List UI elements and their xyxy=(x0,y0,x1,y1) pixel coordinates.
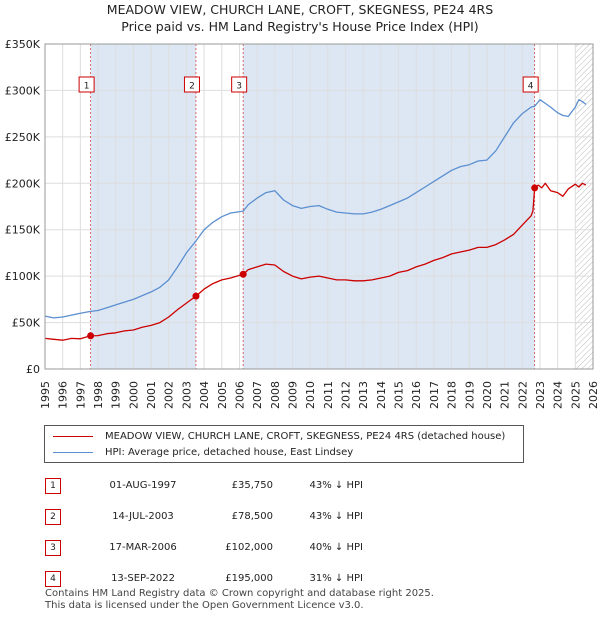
y-tick-label: £300K xyxy=(5,84,41,97)
sale-marker-label: 1 xyxy=(84,82,90,92)
table-row: 3 17-MAR-2006 £102,000 40% ↓ HPI xyxy=(40,532,363,563)
x-tick-label: 2024 xyxy=(552,381,565,409)
x-tick-label: 2002 xyxy=(163,381,176,409)
y-tick-label: £150K xyxy=(5,224,41,237)
legend-item-blue: HPI: Average price, detached house, East… xyxy=(53,444,353,460)
x-tick-label: 2001 xyxy=(145,381,158,409)
y-tick-label: £250K xyxy=(5,131,41,144)
y-tick-label: £100K xyxy=(5,270,41,283)
x-tick-label: 2017 xyxy=(428,381,441,409)
chart-subtitle: Price paid vs. HM Land Registry's House … xyxy=(121,19,479,34)
sale-marker-label: 2 xyxy=(189,82,195,92)
x-tick-label: 2026 xyxy=(587,381,600,409)
x-tick-label: 2010 xyxy=(304,381,317,409)
sale-price: £195,000 xyxy=(225,573,273,584)
sale-marker-box xyxy=(522,76,539,93)
footer-line-2: This data is licensed under the Open Gov… xyxy=(45,600,364,611)
sale-point xyxy=(239,270,247,278)
sale-price: £78,500 xyxy=(231,511,273,522)
x-tick-label: 2013 xyxy=(357,381,370,409)
legend-blue-swatch xyxy=(53,451,93,453)
sale-point xyxy=(192,292,200,300)
x-tick-label: 2014 xyxy=(375,381,388,409)
x-tick-label: 2007 xyxy=(251,381,264,409)
x-tick-label: 2004 xyxy=(198,381,211,409)
sale-hpi-diff: 31% ↓ HPI xyxy=(309,573,363,584)
x-tick-label: 2008 xyxy=(269,381,282,409)
sale-marker-label: 3 xyxy=(236,82,242,92)
sales-table: 1 01-AUG-1997 £35,750 43% ↓ HPI 2 14-JUL… xyxy=(40,470,363,594)
sale-marker-label: 4 xyxy=(528,82,534,92)
table-row: 1 01-AUG-1997 £35,750 43% ↓ HPI xyxy=(40,470,363,501)
sale-point xyxy=(531,184,539,192)
sale-marker-box xyxy=(231,76,248,93)
sale-marker-box xyxy=(183,76,200,93)
x-tick-label: 2006 xyxy=(233,381,246,409)
y-tick-label: £0 xyxy=(26,363,40,376)
footer: Contains HM Land Registry data © Crown c… xyxy=(45,588,434,612)
x-tick-label: 1996 xyxy=(57,381,70,409)
y-tick-label: £350K xyxy=(5,38,41,51)
legend-red-swatch xyxy=(53,435,93,437)
chart-title: MEADOW VIEW, CHURCH LANE, CROFT, SKEGNES… xyxy=(106,2,494,17)
hpi-line xyxy=(44,99,587,319)
legend-blue-label: HPI: Average price, detached house, East… xyxy=(105,446,354,458)
sale-number-badge: 1 xyxy=(45,477,61,494)
sale-number-badge: 4 xyxy=(45,570,61,587)
sale-date: 17-MAR-2006 xyxy=(109,542,177,553)
x-tick-label: 2023 xyxy=(534,381,547,409)
x-tick-label: 2020 xyxy=(481,381,494,409)
x-tick-label: 2025 xyxy=(569,381,582,409)
x-tick-label: 2016 xyxy=(410,381,423,409)
price-paid-line xyxy=(44,182,587,341)
sale-hpi-diff: 43% ↓ HPI xyxy=(309,480,363,491)
x-tick-label: 2011 xyxy=(322,381,335,409)
legend-red-label: MEADOW VIEW, CHURCH LANE, CROFT, SKEGNES… xyxy=(105,430,506,442)
sale-date: 13-SEP-2022 xyxy=(111,573,175,584)
x-tick-label: 2022 xyxy=(516,381,529,409)
x-tick-label: 2009 xyxy=(286,381,299,409)
price-chart: 1 2 3 4 £0 £50K £100K £150K £200K £250K £300K £350… xyxy=(5,38,600,409)
x-tick-label: 1999 xyxy=(110,381,123,409)
sale-date: 14-JUL-2003 xyxy=(112,511,174,522)
sale-point xyxy=(87,332,95,340)
sale-marker-box xyxy=(78,76,95,93)
x-tick-label: 2005 xyxy=(216,381,229,409)
plot-frame xyxy=(44,43,594,370)
x-tick-label: 1995 xyxy=(39,381,52,409)
x-tick-label: 2018 xyxy=(446,381,459,409)
legend-item-red: MEADOW VIEW, CHURCH LANE, CROFT, SKEGNES… xyxy=(53,428,505,444)
forecast-hatch xyxy=(575,44,593,369)
footer-line-1: Contains HM Land Registry data © Crown c… xyxy=(45,588,434,599)
sale-hpi-diff: 40% ↓ HPI xyxy=(309,542,363,553)
x-tick-label: 2019 xyxy=(463,381,476,409)
y-tick-label: £200K xyxy=(5,177,41,190)
sale-number-badge: 2 xyxy=(45,508,61,525)
sale-price: £102,000 xyxy=(225,542,273,553)
table-row: 2 14-JUL-2003 £78,500 43% ↓ HPI xyxy=(40,501,363,532)
sale-number-badge: 3 xyxy=(45,539,61,556)
x-tick-label: 2021 xyxy=(499,381,512,409)
table-row: 4 13-SEP-2022 £195,000 31% ↓ HPI xyxy=(40,563,363,594)
y-tick-label: £50K xyxy=(12,317,41,330)
x-tick-label: 1997 xyxy=(74,381,87,409)
x-tick-label: 2015 xyxy=(393,381,406,409)
x-tick-label: 2003 xyxy=(180,381,193,409)
x-tick-label: 2000 xyxy=(127,381,140,409)
x-tick-label: 1998 xyxy=(92,381,105,409)
sale-price: £35,750 xyxy=(231,480,273,491)
legend: MEADOW VIEW, CHURCH LANE, CROFT, SKEGNES… xyxy=(44,425,524,463)
highlight-band xyxy=(90,44,196,369)
sale-date: 01-AUG-1997 xyxy=(109,480,177,491)
sale-hpi-diff: 43% ↓ HPI xyxy=(309,511,363,522)
x-tick-label: 2012 xyxy=(340,381,353,409)
